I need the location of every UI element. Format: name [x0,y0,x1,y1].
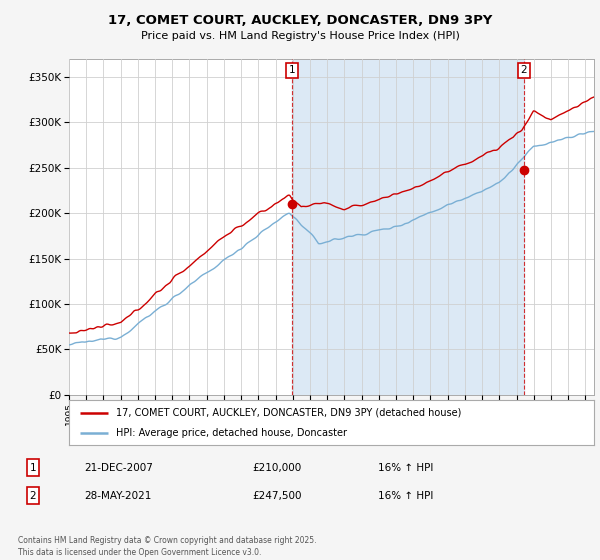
Text: £247,500: £247,500 [252,491,302,501]
Text: HPI: Average price, detached house, Doncaster: HPI: Average price, detached house, Donc… [116,428,347,438]
Text: 17, COMET COURT, AUCKLEY, DONCASTER, DN9 3PY (detached house): 17, COMET COURT, AUCKLEY, DONCASTER, DN9… [116,408,461,418]
Text: Contains HM Land Registry data © Crown copyright and database right 2025.
This d: Contains HM Land Registry data © Crown c… [18,536,317,557]
Text: 1: 1 [289,65,296,75]
Text: 1: 1 [29,463,37,473]
Text: 16% ↑ HPI: 16% ↑ HPI [378,463,433,473]
Text: 2: 2 [29,491,37,501]
Text: 21-DEC-2007: 21-DEC-2007 [84,463,153,473]
Text: 16% ↑ HPI: 16% ↑ HPI [378,491,433,501]
Text: £210,000: £210,000 [252,463,301,473]
Text: 17, COMET COURT, AUCKLEY, DONCASTER, DN9 3PY: 17, COMET COURT, AUCKLEY, DONCASTER, DN9… [108,14,492,27]
Bar [292,59,524,395]
Text: 28-MAY-2021: 28-MAY-2021 [84,491,151,501]
Text: Price paid vs. HM Land Registry's House Price Index (HPI): Price paid vs. HM Land Registry's House … [140,31,460,41]
Text: 2: 2 [520,65,527,75]
